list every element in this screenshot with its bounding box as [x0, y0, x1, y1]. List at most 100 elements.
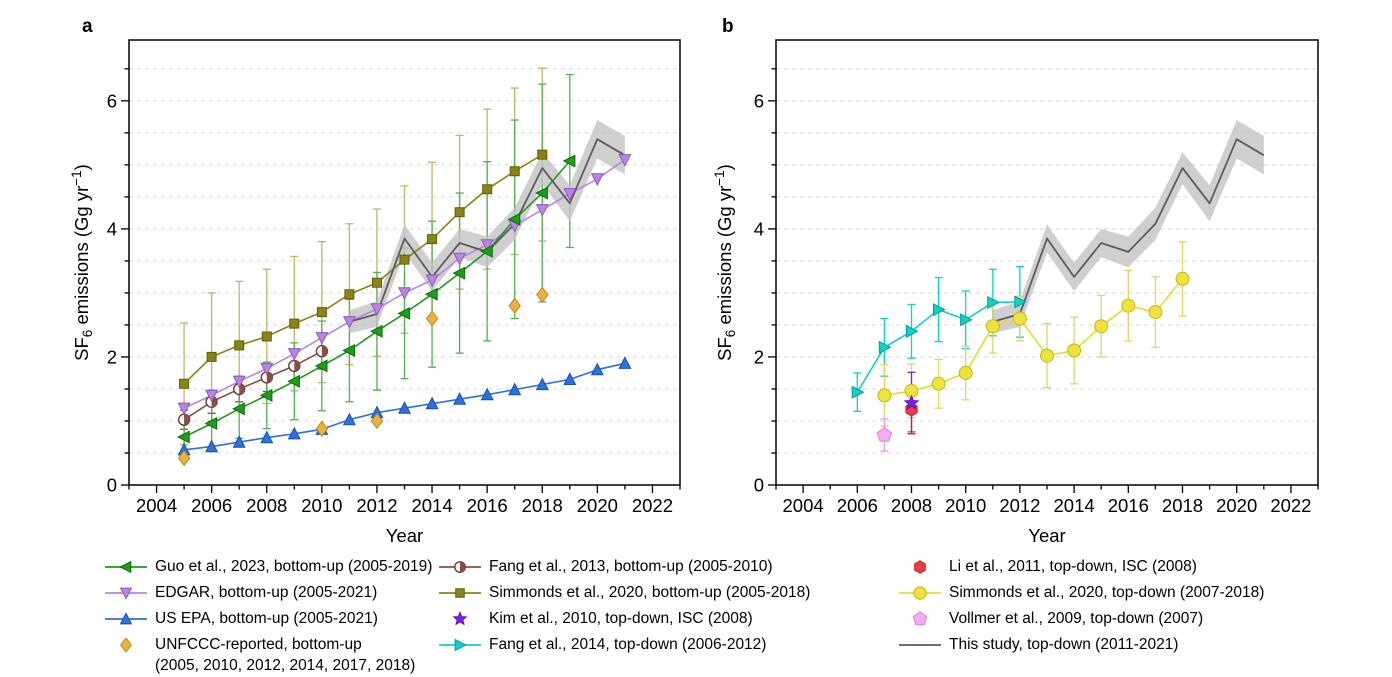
series-this_study-line — [992, 138, 1265, 323]
edgar-legend-marker-icon — [104, 584, 148, 607]
legend-label-line: Simmonds et al., 2020, top-down (2007-20… — [949, 584, 1265, 601]
edgar-marker-icon — [535, 204, 549, 217]
legend-label-line: (2005, 2010, 2012, 2014, 2017, 2018) — [155, 657, 416, 674]
guo-marker-icon — [204, 416, 218, 431]
legend-item-label: Simmonds et al., 2020, bottom-up (2005-2… — [489, 582, 810, 603]
panel-b-frame — [775, 39, 1319, 486]
edgar-marker-icon — [453, 252, 467, 266]
fang2013-marker-icon — [315, 345, 329, 358]
panel-a-y-axis-title: SF6 emissions (Gg yr−1) — [69, 164, 95, 361]
y-tick-label: 2 — [754, 346, 764, 367]
edgar-marker-icon — [205, 389, 219, 403]
legend-label-line: Li et al., 2011, top-down, ISC (2008) — [949, 558, 1197, 575]
legend-item-kim: Kim et al., 2010, top-down, ISC (2008) — [438, 608, 810, 633]
legend-item-this_study: This study, top-down (2011-2021) — [898, 634, 1264, 659]
series-fang2013-line — [183, 350, 323, 421]
panel-a-x-axis: 2004 2006 2008 2010 2012 2014 2016 2018 2020 2022… — [128, 485, 681, 546]
simmonds_bu-marker-icon — [316, 307, 327, 318]
panel-a-x-axis-title: Year — [386, 525, 423, 546]
series-fang2014-markers — [851, 295, 1027, 399]
simmonds_bu-marker-icon — [234, 340, 245, 351]
simmonds_bu-marker-icon — [455, 588, 465, 598]
legend-item-label: Guo et al., 2023, bottom-up (2005-2019) — [155, 556, 432, 577]
guo-marker-icon — [342, 343, 355, 358]
panel-a-plot: 2004 2006 2008 2010 2012 2014 2016 2018 2020 2022… — [69, 39, 681, 546]
guo-marker-icon — [119, 560, 132, 574]
legend-label-line: Guo et al., 2023, bottom-up (2005-2019) — [155, 558, 433, 575]
legend-item-label: Vollmer et al., 2009, top-down (2007) — [949, 608, 1203, 629]
legend-label-line: This study, top-down (2011-2021) — [949, 636, 1179, 653]
simmonds_bu-marker-icon — [454, 207, 465, 218]
epa-legend-marker-icon — [104, 610, 148, 633]
simmonds_bu-marker-icon — [206, 351, 217, 362]
fang2013-marker-icon — [288, 359, 301, 373]
fang2014-marker-icon — [851, 385, 865, 399]
x-tick-label: 2020 — [1216, 495, 1257, 516]
edgar-marker-icon — [315, 332, 329, 345]
unfccc-marker-icon — [536, 286, 549, 303]
simmonds_td-marker-icon — [958, 365, 973, 380]
panel-b-label: b — [722, 16, 734, 37]
series-kim-markers — [903, 394, 920, 410]
simmonds_bu-marker-icon — [482, 184, 493, 195]
legend-item-label: Li et al., 2011, top-down, ISC (2008) — [949, 556, 1197, 577]
fang2013-legend-marker-icon — [438, 558, 482, 581]
legend-item-label: EDGAR, bottom-up (2005-2021) — [155, 582, 377, 603]
y-tick-label: 6 — [107, 90, 117, 111]
series-vollmer-markers — [876, 426, 893, 442]
edgar-marker-icon — [618, 154, 632, 167]
li-legend-marker-icon — [898, 558, 942, 581]
epa-marker-icon — [563, 372, 577, 385]
x-tick-label: 2014 — [1054, 495, 1095, 516]
legend-item-epa: US EPA, bottom-up (2005-2021) — [104, 608, 432, 633]
x-tick-label: 2014 — [411, 495, 452, 516]
guo-marker-icon — [314, 359, 328, 373]
series-edgar-markers — [177, 154, 632, 416]
guo-legend-marker-icon — [104, 558, 148, 581]
this_study-legend-marker-icon — [898, 636, 942, 659]
series-epa-markers — [177, 356, 632, 456]
legend-item-label: Fang et al., 2013, bottom-up (2005-2010) — [489, 556, 773, 577]
legend-column-2: Fang et al., 2013, bottom-up (2005-2010)… — [438, 556, 810, 660]
series-simmonds_td-line — [884, 278, 1184, 397]
legend-item-label: Kim et al., 2010, top-down, ISC (2008) — [489, 608, 753, 629]
simmonds_bu-marker-icon — [261, 331, 272, 342]
simmonds_bu-marker-icon — [509, 166, 520, 177]
kim-marker-icon — [452, 611, 468, 626]
simmonds_bu-marker-icon — [289, 318, 300, 329]
legend-column-1: Guo et al., 2023, bottom-up (2005-2019) E… — [104, 556, 432, 677]
edgar-marker-icon — [260, 362, 274, 376]
kim-marker-icon — [903, 394, 920, 410]
x-tick-label: 2012 — [356, 495, 397, 516]
li-marker-icon — [914, 560, 926, 574]
legend-label-line: Simmonds et al., 2020, bottom-up (2005-2… — [489, 584, 811, 601]
guo-marker-icon — [452, 266, 466, 280]
edgar-marker-icon — [370, 303, 384, 316]
x-tick-label: 2016 — [467, 495, 508, 516]
simmonds_td-marker-icon — [913, 586, 927, 600]
simmonds_bu-legend-marker-icon — [438, 584, 482, 607]
legend-label-line: Vollmer et al., 2009, top-down (2007) — [949, 610, 1204, 627]
legend-item-simmonds_td: Simmonds et al., 2020, top-down (2007-20… — [898, 582, 1264, 607]
epa-marker-icon — [342, 412, 356, 426]
epa-marker-icon — [287, 426, 301, 440]
unfccc-marker-icon — [177, 449, 191, 467]
fang2013-marker-icon — [232, 382, 246, 396]
legend-item-label: UNFCCC-reported, bottom-up (2005, 2010, 2… — [155, 634, 415, 676]
series-simmonds_td-markers — [877, 271, 1190, 403]
guo-marker-icon — [507, 212, 521, 226]
edgar-marker-icon — [287, 348, 301, 361]
epa-marker-icon — [397, 401, 412, 414]
simmonds_td-marker-icon — [1039, 348, 1055, 363]
simmonds_td-marker-icon — [1148, 305, 1163, 320]
edgar-marker-icon — [119, 587, 133, 600]
simmonds_bu-marker-icon — [427, 234, 438, 245]
fang2013-marker-icon — [454, 561, 466, 573]
x-tick-label: 2010 — [301, 495, 342, 516]
legend-label-line: US EPA, bottom-up (2005-2021) — [155, 610, 378, 627]
series-simmonds_bu-markers — [179, 149, 548, 389]
x-tick-label: 2018 — [1162, 495, 1203, 516]
y-tick-label: 4 — [754, 218, 764, 239]
simmonds_td-marker-icon — [1012, 311, 1027, 326]
